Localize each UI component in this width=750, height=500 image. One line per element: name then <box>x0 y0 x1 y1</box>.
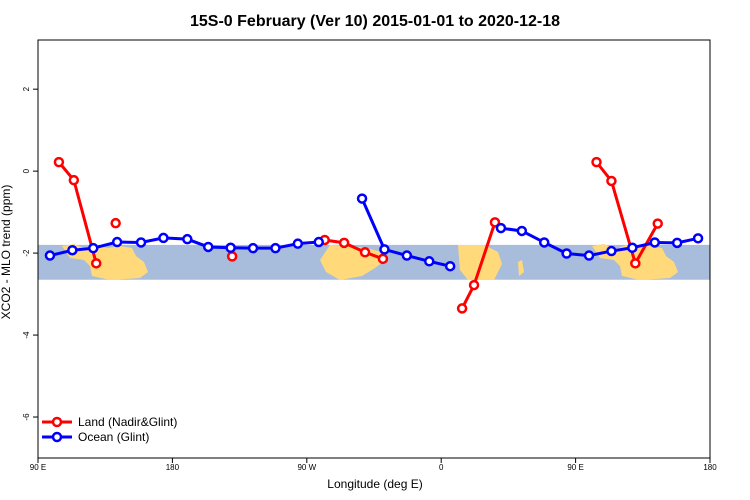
data-point <box>583 250 595 261</box>
data-point <box>111 236 123 248</box>
y-tick-label: -2 <box>22 249 31 257</box>
x-tick-label: 0 <box>439 463 444 472</box>
data-point <box>379 244 390 255</box>
land-shape <box>518 260 524 276</box>
data-point <box>377 253 389 265</box>
data-point <box>53 156 65 168</box>
series-layer <box>44 156 704 314</box>
data-point <box>424 256 435 267</box>
data-point <box>649 237 660 248</box>
y-tick-label: 2 <box>22 86 31 91</box>
legend: Land (Nadir&Glint)Ocean (Glint) <box>42 415 177 444</box>
data-point <box>630 258 641 269</box>
data-point <box>225 242 236 254</box>
series-land <box>53 156 663 314</box>
data-point <box>226 251 238 262</box>
series-line <box>500 226 699 258</box>
data-point <box>110 217 121 229</box>
data-point <box>606 245 617 257</box>
data-point <box>606 175 617 187</box>
y-tick-label: -4 <box>22 331 31 339</box>
data-point <box>135 237 147 248</box>
data-point <box>538 237 550 248</box>
plot-frame <box>37 39 711 459</box>
x-axis: 90 E 180 90 W 0 90 E 180 <box>30 458 717 472</box>
data-point <box>401 250 413 261</box>
data-point <box>356 193 368 204</box>
x-tick-label: 180 <box>166 463 180 472</box>
x-axis-label: Longitude (deg E) <box>327 477 422 491</box>
data-point <box>338 237 350 249</box>
data-point <box>468 279 480 291</box>
data-point <box>489 217 501 228</box>
series-ocean <box>44 193 704 272</box>
data-point <box>88 242 99 254</box>
legend-entry: Land (Nadir&Glint) <box>78 415 177 429</box>
data-point <box>561 248 572 259</box>
data-point <box>44 250 56 261</box>
data-point <box>444 260 456 272</box>
data-point <box>495 222 507 234</box>
y-tick-label: -6 <box>22 413 31 421</box>
data-point <box>627 242 638 254</box>
data-point <box>313 236 324 248</box>
x-tick-label: 90 E <box>30 463 46 472</box>
y-axis-label: XCO2 - MLO trend (ppm) <box>0 185 13 320</box>
y-tick-label: 0 <box>22 168 31 173</box>
data-point <box>692 233 704 244</box>
y-axis: 2 0 -2 -4 -6 <box>22 86 38 421</box>
data-point <box>591 156 602 168</box>
data-point <box>652 218 663 229</box>
data-point <box>456 303 468 314</box>
data-point <box>158 232 169 244</box>
series-line <box>324 238 384 261</box>
data-point <box>247 242 259 254</box>
data-point <box>270 242 281 254</box>
legend-swatch-marker <box>51 416 63 428</box>
x-tick-label: 90 E <box>567 463 583 472</box>
legend-entry: Ocean (Glint) <box>78 430 149 444</box>
data-point <box>68 174 80 186</box>
data-point <box>516 225 528 237</box>
chart-title: 15S-0 February (Ver 10) 2015-01-01 to 20… <box>190 13 560 30</box>
legend-swatch-marker <box>51 431 63 443</box>
data-point <box>67 244 78 256</box>
data-point <box>202 241 214 253</box>
x-tick-label: 90 W <box>297 463 316 472</box>
data-point <box>90 258 102 269</box>
data-point <box>292 238 304 249</box>
x-tick-label: 180 <box>703 463 717 472</box>
data-point <box>182 233 193 245</box>
land-shape <box>62 244 148 280</box>
data-point <box>671 237 683 249</box>
data-point <box>359 247 371 258</box>
